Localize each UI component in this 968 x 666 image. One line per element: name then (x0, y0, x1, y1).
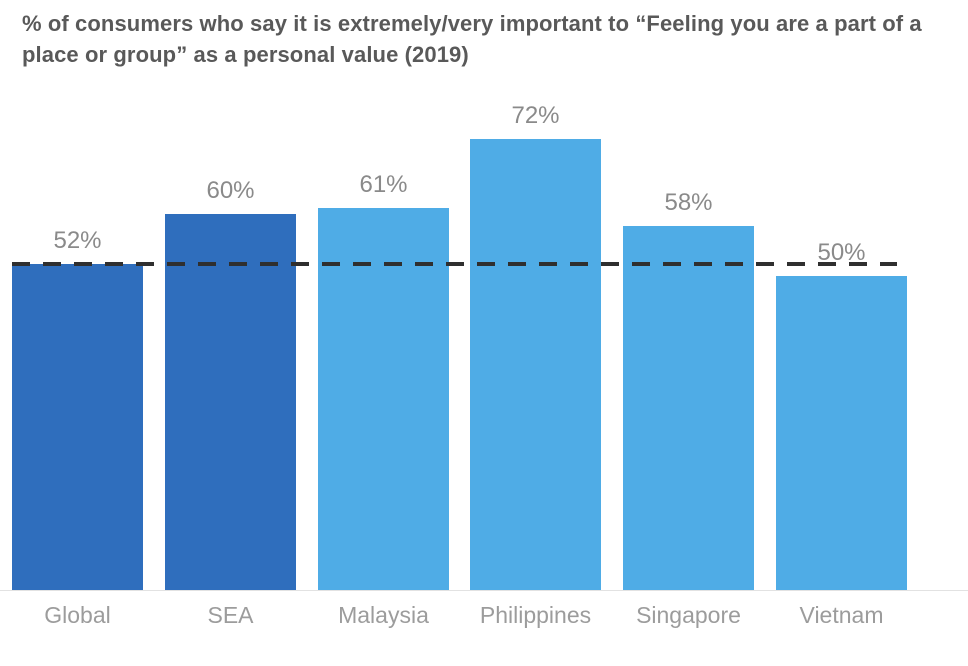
chart-title: % of consumers who say it is extremely/v… (22, 11, 922, 68)
category-label-global: Global (44, 602, 111, 628)
category-label-sea: SEA (207, 602, 254, 628)
category-label-singapore: Singapore (636, 602, 741, 628)
category-label-malaysia: Malaysia (338, 602, 429, 628)
bar-value-label: 60% (206, 177, 255, 204)
bar-value-label: 58% (664, 189, 713, 216)
bar-value-label: 52% (53, 227, 102, 254)
bar-global (12, 264, 143, 590)
bar-vietnam (776, 276, 907, 590)
bar-singapore (623, 226, 754, 590)
bar-malaysia (318, 208, 449, 590)
category-label-vietnam: Vietnam (799, 602, 884, 628)
bar-value-label: 50% (817, 239, 866, 266)
bar-value-label: 61% (359, 171, 408, 198)
x-axis-baseline (0, 590, 968, 591)
category-label-philippines: Philippines (479, 602, 592, 628)
reference-dashed-line (12, 262, 897, 266)
bar-value-label: 72% (511, 102, 560, 129)
bar-sea (165, 214, 296, 590)
bar-philippines (470, 139, 601, 590)
